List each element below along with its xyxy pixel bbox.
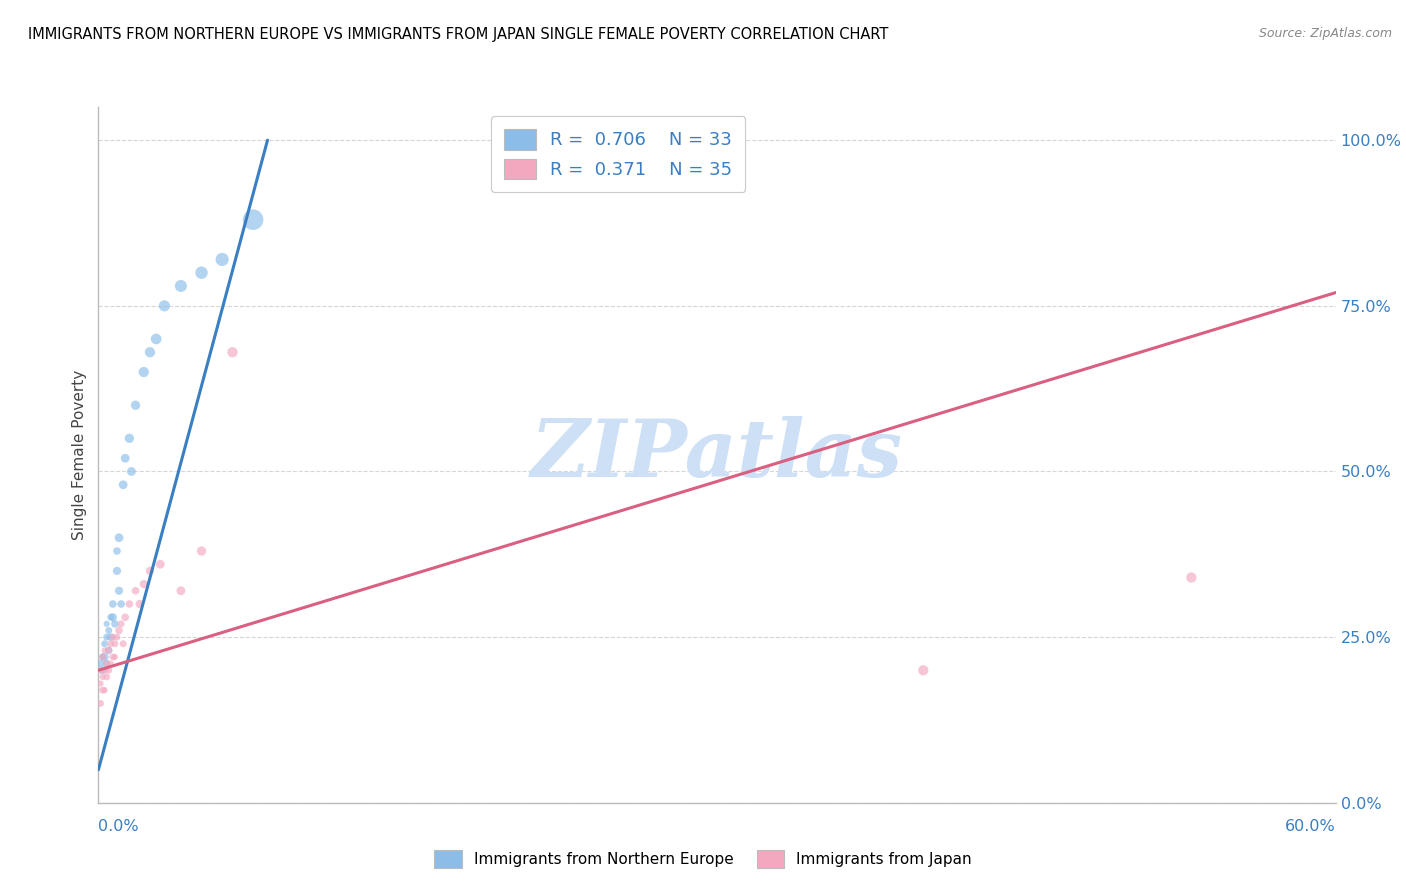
Point (89, 657, 111, 671)
Point (96, 657, 118, 671)
Point (132, 365, 155, 379)
Point (104, 637, 127, 651)
Point (221, 345, 243, 359)
Point (100, 637, 122, 651)
Point (112, 477, 135, 491)
Point (101, 597, 124, 611)
Point (108, 531, 131, 545)
Point (108, 624, 131, 638)
Point (108, 583, 131, 598)
Point (101, 630, 124, 644)
Point (190, 266, 212, 280)
Point (114, 610, 136, 624)
Point (124, 583, 146, 598)
Point (139, 564, 162, 578)
Point (145, 332, 167, 346)
Point (93, 683, 115, 698)
Point (242, 212, 264, 227)
Legend: R =  0.706    N = 33, R =  0.371    N = 35: R = 0.706 N = 33, R = 0.371 N = 35 (491, 116, 745, 192)
Point (96, 670, 118, 684)
Y-axis label: Single Female Poverty: Single Female Poverty (72, 370, 87, 540)
Point (101, 650, 124, 665)
Point (149, 558, 172, 572)
Point (112, 637, 135, 651)
Point (100, 630, 122, 644)
Point (110, 597, 132, 611)
Point (89, 676, 111, 690)
Text: IMMIGRANTS FROM NORTHERN EUROPE VS IMMIGRANTS FROM JAPAN SINGLE FEMALE POVERTY C: IMMIGRANTS FROM NORTHERN EUROPE VS IMMIG… (28, 27, 889, 42)
Text: 60.0%: 60.0% (1285, 820, 1336, 834)
Point (89, 697, 111, 711)
Point (190, 544, 212, 558)
Legend: Immigrants from Northern Europe, Immigrants from Japan: Immigrants from Northern Europe, Immigra… (426, 843, 980, 875)
Point (93, 643, 115, 657)
Point (211, 252, 233, 267)
Point (97, 663, 120, 677)
Text: Source: ZipAtlas.com: Source: ZipAtlas.com (1258, 27, 1392, 40)
Point (104, 650, 127, 665)
Point (110, 616, 132, 631)
Point (105, 564, 128, 578)
Point (1180, 570, 1202, 584)
Point (132, 577, 155, 591)
Point (101, 610, 124, 624)
Point (91, 663, 114, 677)
Point (93, 663, 115, 677)
Point (91, 670, 114, 684)
Point (91, 650, 114, 665)
Point (105, 544, 128, 558)
Point (100, 657, 122, 671)
Point (912, 663, 935, 677)
Point (139, 345, 162, 359)
Point (96, 616, 118, 631)
Point (128, 597, 150, 611)
Point (118, 431, 141, 445)
Point (153, 299, 176, 313)
Point (89, 663, 111, 677)
Point (105, 630, 128, 644)
Point (124, 398, 146, 412)
Point (96, 630, 118, 644)
Point (91, 650, 114, 665)
Point (104, 616, 127, 631)
Point (91, 683, 114, 698)
Text: 0.0%: 0.0% (98, 820, 139, 834)
Point (170, 279, 193, 293)
Point (93, 650, 115, 665)
Point (118, 597, 141, 611)
Point (100, 610, 122, 624)
Point (93, 637, 115, 651)
Point (97, 643, 120, 657)
Point (120, 465, 142, 479)
Text: ZIPatlas: ZIPatlas (531, 417, 903, 493)
Point (114, 451, 136, 466)
Point (96, 657, 118, 671)
Point (97, 624, 120, 638)
Point (170, 583, 193, 598)
Point (97, 643, 120, 657)
